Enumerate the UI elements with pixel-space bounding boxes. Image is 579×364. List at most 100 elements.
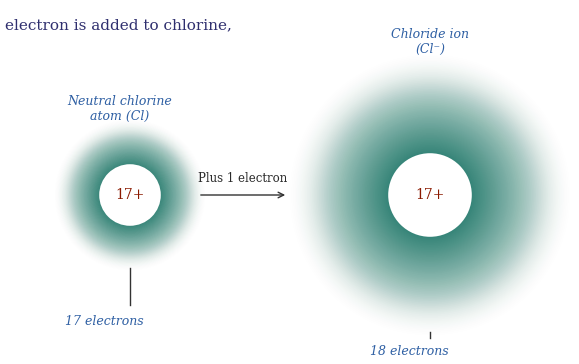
Circle shape (332, 98, 527, 293)
Circle shape (350, 115, 511, 276)
Text: electron is added to chlorine,: electron is added to chlorine, (5, 18, 232, 32)
Circle shape (353, 118, 507, 272)
Circle shape (79, 143, 181, 246)
Text: Neutral chlorine
atom (Cl): Neutral chlorine atom (Cl) (68, 95, 173, 123)
Circle shape (327, 92, 533, 298)
Circle shape (321, 86, 540, 304)
Circle shape (63, 128, 197, 262)
Circle shape (305, 70, 555, 320)
Circle shape (100, 165, 160, 225)
Circle shape (348, 113, 512, 277)
Circle shape (370, 135, 490, 255)
Circle shape (316, 80, 544, 309)
Circle shape (99, 164, 161, 226)
Circle shape (93, 158, 167, 232)
Circle shape (90, 155, 170, 235)
Circle shape (341, 106, 519, 284)
Circle shape (309, 74, 551, 316)
Text: Plus 1 electron: Plus 1 electron (199, 172, 288, 185)
Circle shape (351, 116, 509, 274)
Circle shape (379, 143, 482, 246)
Text: 17+: 17+ (415, 188, 445, 202)
Circle shape (302, 67, 558, 323)
Circle shape (79, 144, 181, 246)
Circle shape (67, 132, 193, 258)
Circle shape (367, 131, 493, 258)
Circle shape (92, 157, 168, 233)
Text: 17+: 17+ (115, 188, 145, 202)
Circle shape (324, 89, 536, 301)
Circle shape (354, 120, 505, 270)
Circle shape (68, 132, 192, 257)
Circle shape (94, 159, 166, 231)
Circle shape (93, 158, 167, 232)
Circle shape (358, 123, 502, 267)
Circle shape (99, 164, 161, 226)
Circle shape (72, 137, 188, 253)
Circle shape (389, 154, 471, 236)
Circle shape (71, 136, 189, 254)
Circle shape (64, 129, 196, 261)
Circle shape (368, 133, 492, 257)
Text: 17 electrons: 17 electrons (65, 315, 144, 328)
Text: Chloride ion
(Cl⁻): Chloride ion (Cl⁻) (391, 28, 469, 56)
Circle shape (90, 154, 171, 236)
Circle shape (84, 149, 176, 241)
Circle shape (343, 108, 517, 282)
Circle shape (61, 126, 199, 264)
Circle shape (329, 94, 531, 296)
Circle shape (312, 77, 548, 313)
Circle shape (338, 103, 522, 288)
Circle shape (387, 152, 473, 238)
Circle shape (334, 99, 526, 291)
Circle shape (69, 134, 191, 256)
Circle shape (87, 152, 173, 238)
Circle shape (319, 84, 541, 306)
Circle shape (81, 146, 179, 244)
Text: 18 electrons: 18 electrons (370, 345, 449, 358)
Circle shape (96, 161, 164, 229)
Circle shape (331, 96, 529, 294)
Circle shape (390, 155, 470, 235)
Circle shape (86, 151, 174, 240)
Circle shape (345, 110, 516, 281)
Circle shape (85, 150, 175, 240)
Circle shape (339, 104, 521, 286)
Circle shape (377, 142, 483, 248)
Circle shape (372, 136, 489, 253)
Circle shape (77, 142, 183, 248)
Circle shape (75, 139, 185, 250)
Circle shape (80, 145, 180, 245)
Circle shape (62, 127, 198, 263)
Circle shape (361, 126, 499, 264)
Circle shape (310, 75, 549, 314)
Circle shape (89, 154, 171, 236)
Circle shape (74, 139, 186, 251)
Circle shape (388, 153, 472, 237)
Circle shape (307, 72, 553, 318)
Circle shape (336, 101, 524, 289)
Circle shape (314, 79, 546, 311)
Circle shape (68, 133, 192, 257)
Circle shape (365, 130, 495, 260)
Circle shape (60, 126, 200, 265)
Circle shape (64, 128, 196, 261)
Circle shape (73, 138, 187, 252)
Circle shape (75, 141, 185, 250)
Circle shape (100, 165, 160, 225)
Circle shape (385, 150, 475, 240)
Circle shape (76, 141, 184, 249)
Circle shape (86, 151, 174, 239)
Circle shape (70, 135, 190, 255)
Circle shape (95, 160, 165, 230)
Circle shape (97, 162, 163, 228)
Circle shape (383, 149, 477, 241)
Circle shape (66, 131, 194, 259)
Circle shape (82, 147, 178, 242)
Circle shape (91, 156, 169, 234)
Circle shape (65, 130, 195, 260)
Circle shape (373, 138, 487, 252)
Circle shape (101, 166, 159, 224)
Circle shape (97, 162, 163, 229)
Circle shape (382, 147, 478, 243)
